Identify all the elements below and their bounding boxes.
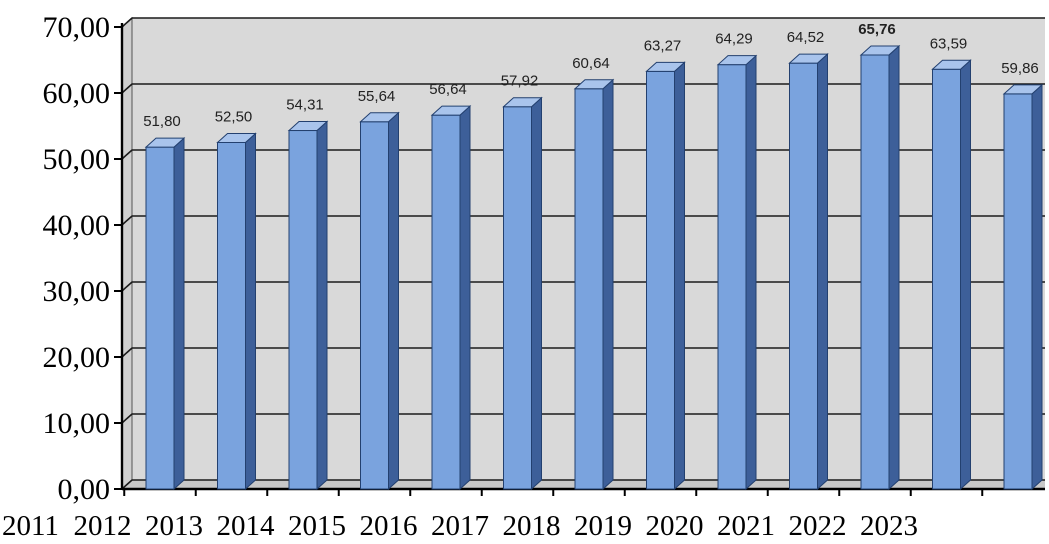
bar-top-face [645,61,686,72]
x-tick-label: 2012 [74,510,132,542]
bar-front-face [360,121,389,490]
bar-side-face [388,111,399,491]
bar-top-face [216,133,257,143]
y-tick-label: 40,00 [43,209,111,242]
data-label: 57,92 [501,73,539,90]
bar-top-face [716,55,758,66]
data-label: 59,86 [1001,60,1039,77]
bar-front-face [145,146,175,490]
bar-front-face [503,106,532,490]
y-tick-label: 70,00 [43,11,111,44]
bar-top-face [788,53,829,64]
bar [573,78,615,491]
bar [502,96,543,491]
bar-side-face [531,96,542,491]
bar-side-face [316,120,328,491]
bar [645,61,686,491]
bar [1002,83,1044,491]
bar-front-face [1003,93,1033,490]
x-tick-labels: 2011 2012 2013 2014 2015 2016 2017 2018 2019 2020… [2,510,918,542]
x-tick-label: 2019 [574,510,632,542]
y-tick-label: 20,00 [43,341,111,374]
y-tick-label: 10,00 [43,407,111,440]
data-label: 56,64 [429,81,467,98]
bar-side-face [745,54,757,491]
x-tick-label: 2020 [646,510,704,542]
bar-top-face [502,97,543,108]
x-tick-label: 2021 [717,510,775,542]
data-label: 52,50 [215,109,253,126]
bar [144,136,186,491]
x-tick-label: 2023 [860,510,918,542]
x-tick-label: 2014 [217,510,276,542]
x-tick-label: 2017 [431,510,489,542]
bar-side-face [960,59,971,491]
bar-top-face [859,45,901,56]
y-tick-label: 0,00 [58,473,111,506]
x-tick-label: 2015 [288,510,346,542]
bar-top-face [1002,84,1044,95]
data-label: 63,59 [930,35,968,52]
bar-side-face [245,132,256,491]
bar-front-face [217,142,246,490]
data-label: 63,27 [644,37,682,54]
bar-side-face [459,105,471,491]
x-tick-label: 2022 [789,510,847,542]
bar-front-face [574,88,604,490]
bar-front-face [717,64,747,490]
data-label: 51,80 [143,113,181,130]
y-tick-labels: 0,00 10,00 20,00 30,00 40,00 50,00 60,00 70,00 [43,11,111,506]
bar-side-face [888,44,900,491]
data-label: 55,64 [358,88,396,105]
data-label: 54,31 [286,97,324,114]
bar [216,132,257,491]
bar [359,111,400,491]
bar-top-face [931,59,972,70]
bar-top-face [359,112,400,123]
bar-top-face [144,137,186,148]
gridline [121,17,1045,28]
bar [859,44,901,491]
bar-front-face [789,62,818,490]
data-labels: 51,80 52,50 54,31 55,64 56,64 57,92 60,64 63,27… [143,21,1039,130]
y-tick-label: 50,00 [43,143,111,176]
bar-top-face [430,105,472,116]
data-label: 65,76 [858,21,896,38]
bar [931,59,972,491]
x-tick-label: 2011 [2,510,59,542]
bar-top-face [287,121,329,132]
x-tick-label: 2016 [360,510,418,542]
x-tick-label: 2013 [145,510,203,542]
data-label: 60,64 [572,55,610,72]
bar [287,120,329,491]
bar [788,53,829,491]
bar-front-face [288,130,318,490]
bar-front-face [932,68,961,490]
y-tick-label: 30,00 [43,275,111,308]
bar [716,54,758,491]
bar-side-face [602,78,614,491]
bar-front-face [860,54,890,490]
bar-side-face [1031,83,1043,491]
bar [430,105,472,491]
data-label: 64,52 [787,29,825,46]
bar-front-face [646,70,675,490]
bar-side-face [817,53,828,491]
bars [144,44,1044,491]
data-label: 64,29 [715,31,753,48]
bar-side-face [173,136,185,491]
y-tick-label: 60,00 [43,77,111,110]
bar-front-face [431,114,461,490]
bar-top-face [573,79,615,90]
x-tick-label: 2018 [503,510,561,542]
bar-side-face [674,61,685,491]
